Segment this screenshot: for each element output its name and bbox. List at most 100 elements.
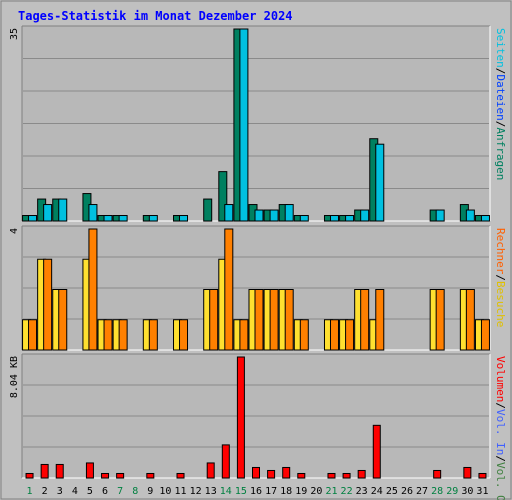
bar-volumen-day-30 — [463, 466, 472, 479]
bar-rechner-day-18 — [284, 289, 294, 351]
x-tick-label: 29 — [446, 486, 458, 497]
bar-rechner-day-9 — [148, 319, 158, 351]
legend-entry: / — [494, 402, 507, 409]
bar-dateien-day-24 — [375, 143, 385, 222]
bar-rechner-day-5 — [88, 228, 98, 351]
x-tick-label: 21 — [325, 486, 337, 497]
x-tick-label: 23 — [356, 486, 368, 497]
x-tick-label: 3 — [57, 486, 63, 497]
bar-anfragen-day-14 — [218, 171, 228, 222]
bar-volumen-day-19 — [297, 472, 306, 479]
legend-entry: Anfragen — [494, 127, 507, 180]
bar-volumen-day-24 — [372, 424, 381, 479]
bar-dateien-day-2 — [43, 204, 53, 222]
x-tick-label: 15 — [235, 486, 247, 497]
legend-entry: Seiten — [494, 28, 507, 68]
x-tick-label: 30 — [461, 486, 473, 497]
legend-entry: Rechner — [494, 228, 507, 275]
bar-dateien-day-1 — [28, 215, 38, 222]
bar-volumen-day-22 — [342, 472, 351, 479]
bar-rechner-day-31 — [480, 319, 490, 351]
x-tick-label: 28 — [431, 486, 443, 497]
legend-text: Rechner/Besuche — [494, 228, 507, 327]
bar-dateien-day-5 — [88, 204, 98, 222]
legend-entry: / — [494, 68, 507, 75]
legend-hits: Seiten/Dateien/Anfragen — [494, 28, 507, 180]
legend-entry: / — [494, 455, 507, 462]
x-tick-label: 19 — [295, 486, 307, 497]
bar-rechner-day-19 — [299, 319, 309, 351]
bar-dateien-day-7 — [118, 215, 128, 222]
chart-title: Tages-Statistik im Monat Dezember 2024 — [18, 9, 293, 23]
bar-rechner-day-11 — [179, 319, 189, 351]
bar-volumen-day-23 — [357, 469, 366, 479]
bar-volumen-day-21 — [327, 472, 336, 479]
bar-dateien-day-6 — [103, 215, 113, 222]
x-tick-label: 17 — [265, 486, 277, 497]
bar-volumen-day-11 — [176, 472, 185, 479]
bar-anfragen-day-13 — [203, 198, 213, 222]
bar-rechner-day-30 — [465, 289, 475, 351]
bar-volumen-day-6 — [101, 472, 110, 479]
x-tick-label: 22 — [341, 486, 353, 497]
legend-entry: Besuche — [494, 281, 507, 327]
x-tick-label: 13 — [205, 486, 217, 497]
bar-rechner-day-24 — [375, 289, 385, 351]
x-tick-label: 8 — [132, 486, 138, 497]
bar-dateien-day-17 — [269, 209, 279, 222]
bar-rechner-day-21 — [329, 319, 339, 351]
x-tick-label: 1 — [27, 486, 33, 497]
x-tick-label: 9 — [147, 486, 153, 497]
x-tick-label: 24 — [371, 486, 383, 497]
panel-hits: 35 — [9, 25, 491, 222]
bar-dateien-day-16 — [254, 209, 264, 222]
x-tick-label: 18 — [280, 486, 292, 497]
bar-volumen-day-16 — [252, 466, 260, 479]
panel-volume: 8.04 KB — [9, 353, 491, 479]
bar-volumen-day-17 — [267, 469, 276, 479]
bar-rechner-day-7 — [118, 319, 128, 351]
bar-dateien-day-9 — [148, 215, 158, 222]
bar-dateien-day-19 — [299, 215, 309, 222]
bar-rechner-day-28 — [435, 289, 445, 351]
legend-visits: Rechner/Besuche — [494, 228, 507, 327]
bar-volumen-day-18 — [282, 466, 291, 479]
bar-rechner-day-6 — [103, 319, 113, 351]
bar-rechner-day-16 — [254, 289, 264, 351]
bar-rechner-day-13 — [209, 289, 219, 351]
bar-volumen-day-7 — [116, 472, 125, 479]
bar-volumen-day-2 — [40, 463, 49, 479]
y-axis-max-label: 35 — [9, 28, 20, 40]
bar-rechner-day-1 — [28, 319, 38, 351]
bar-rechner-day-2 — [43, 258, 53, 351]
x-tick-label: 2 — [42, 486, 48, 497]
x-tick-label: 27 — [416, 486, 428, 497]
bar-volumen-day-28 — [433, 469, 442, 479]
panel-visits: 4 — [9, 225, 491, 351]
legend-entry: / — [494, 121, 507, 128]
bar-dateien-day-15 — [239, 28, 249, 222]
bar-volumen-day-15 — [236, 356, 245, 479]
x-tick-label: 20 — [310, 486, 322, 497]
bar-dateien-day-18 — [284, 204, 294, 222]
bar-rechner-day-17 — [269, 289, 279, 351]
x-tick-label: 10 — [159, 486, 171, 497]
bar-rechner-day-15 — [239, 319, 249, 351]
bar-volumen-day-14 — [221, 444, 230, 479]
x-tick-label: 6 — [102, 486, 108, 497]
legend-text: Seiten/Dateien/Anfragen — [494, 28, 507, 180]
x-tick-label: 31 — [476, 486, 488, 497]
legend-entry: Vol. Out — [494, 462, 507, 500]
bar-rechner-day-23 — [360, 289, 370, 351]
legend-text: Volumen/Vol. In/Vol. Out — [494, 356, 507, 500]
bar-volumen-day-31 — [478, 472, 487, 479]
legend-entry: / — [494, 274, 507, 281]
bar-rechner-day-22 — [345, 319, 355, 351]
bar-dateien-day-30 — [465, 209, 475, 222]
bar-volumen-day-3 — [55, 463, 64, 479]
x-tick-label: 7 — [117, 486, 123, 497]
bar-volumen-day-1 — [25, 472, 34, 479]
